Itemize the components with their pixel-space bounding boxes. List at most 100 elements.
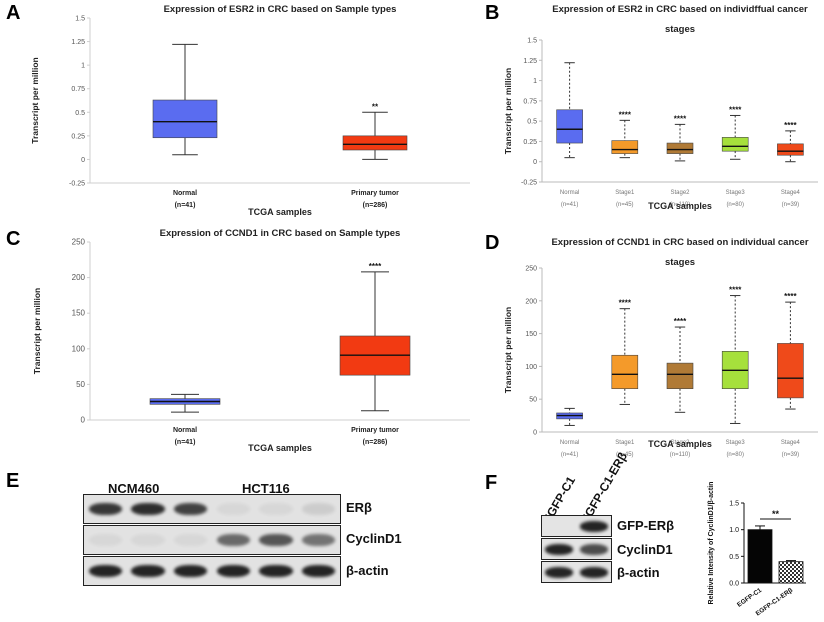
significance-mark: **** xyxy=(784,292,797,301)
y-tick-label: 0.75 xyxy=(71,86,85,93)
x-category-label: Normal xyxy=(173,190,197,197)
x-category-label: Stage4 xyxy=(781,440,801,446)
panel-label-d: D xyxy=(485,232,500,254)
bar-1 xyxy=(747,529,773,584)
box-iqr xyxy=(666,142,694,154)
blot-band xyxy=(174,533,208,547)
blot-band xyxy=(259,564,293,578)
box-iqr xyxy=(611,140,639,154)
blot-e-label-cyclind1: CyclinD1 xyxy=(346,531,402,546)
blot-e-row-cyclind1 xyxy=(83,525,341,555)
box-iqr xyxy=(556,109,583,144)
blot-e-label-erbeta: ERβ xyxy=(346,500,372,515)
bar-2 xyxy=(778,561,804,584)
chart-b-x-label: TCGA samples xyxy=(648,201,712,211)
blot-band xyxy=(259,502,293,516)
blot-e-row-beta-actin xyxy=(83,556,341,586)
y-tick-label: 50 xyxy=(529,397,537,404)
blot-f-row-beta-actin xyxy=(541,561,612,583)
x-category-label: Stage2 xyxy=(670,440,690,446)
blot-band xyxy=(302,533,336,547)
y-tick-label: 100 xyxy=(525,364,537,371)
box-iqr xyxy=(777,143,804,156)
chart-b-y-label: Transcript per million xyxy=(503,68,513,154)
x-count-label: (n=286) xyxy=(363,439,388,446)
box-iqr xyxy=(152,99,218,139)
chart-f-y-label: Relative Intensity of CyclinD1/β-actin xyxy=(708,482,715,605)
blot-band xyxy=(174,502,208,516)
significance-mark: **** xyxy=(619,299,632,308)
x-category-label: Stage3 xyxy=(726,190,746,196)
panel-label-f: F xyxy=(485,472,498,494)
x-count-label: (n=41) xyxy=(175,202,196,209)
panel-label-c: C xyxy=(6,228,21,250)
y-tick-label: 0.0 xyxy=(729,581,739,588)
y-tick-label: 250 xyxy=(72,238,86,247)
y-tick-label: 1 xyxy=(533,78,537,85)
chart-d-title-line2: stages xyxy=(665,257,695,268)
blot-f-row-cyclind1 xyxy=(541,538,612,560)
significance-mark: ** xyxy=(772,509,780,519)
blot-band xyxy=(131,564,165,578)
y-tick-label: 0.75 xyxy=(523,98,537,105)
x-category-label: Normal xyxy=(560,190,579,196)
y-tick-label: 250 xyxy=(525,266,537,273)
blot-band xyxy=(259,533,293,547)
chart-b-title-line2: stages xyxy=(665,24,695,35)
blot-band xyxy=(131,502,165,516)
x-count-label: (n=286) xyxy=(363,202,388,209)
y-tick-label: 0 xyxy=(533,159,537,166)
y-tick-label: 1.5 xyxy=(729,501,739,508)
box-iqr xyxy=(777,343,804,399)
x-count-label: (n=110) xyxy=(670,452,690,458)
y-tick-label: 0.5 xyxy=(527,119,537,126)
y-tick-label: 1.5 xyxy=(527,38,537,45)
y-tick-label: 0 xyxy=(533,430,537,437)
blot-e-row-erbeta xyxy=(83,494,341,524)
x-count-label: (n=41) xyxy=(175,439,196,446)
blot-band xyxy=(302,502,336,516)
significance-mark: **** xyxy=(369,262,382,271)
blot-band xyxy=(579,543,608,555)
y-tick-label: 150 xyxy=(72,309,86,318)
blot-band xyxy=(579,520,608,532)
chart-d-y-label: Transcript per million xyxy=(503,307,513,393)
y-tick-label: 0.25 xyxy=(71,133,85,140)
blot-band xyxy=(545,543,574,555)
x-count-label: (n=110) xyxy=(670,202,690,208)
y-tick-label: 0.25 xyxy=(523,139,537,146)
significance-mark: **** xyxy=(784,121,797,130)
chart-c-title: Expression of CCND1 in CRC based on Samp… xyxy=(160,228,401,239)
blot-band xyxy=(579,566,608,578)
x-category-label: Stage3 xyxy=(726,440,746,446)
x-count-label: (n=41) xyxy=(561,452,579,458)
blot-band xyxy=(216,502,250,516)
blot-f-label-beta-actin: β-actin xyxy=(617,565,660,580)
blot-band xyxy=(216,564,250,578)
blot-f-row-gfp-erbeta xyxy=(541,515,612,537)
y-tick-label: 200 xyxy=(72,273,86,282)
y-tick-label: 0 xyxy=(81,416,86,425)
y-tick-label: 1.0 xyxy=(729,527,739,534)
x-category-label: Stage1 xyxy=(615,190,635,196)
blot-band xyxy=(88,533,122,547)
chart-a-title: Expression of ESR2 in CRC based on Sampl… xyxy=(164,4,397,15)
box-iqr xyxy=(666,362,694,390)
chart-a-y-label: Transcript per million xyxy=(30,57,40,143)
x-category-label: Primary tumor xyxy=(351,427,399,434)
x-count-label: (n=45) xyxy=(616,202,634,208)
blot-band xyxy=(88,564,122,578)
chart-d-x-label: TCGA samples xyxy=(648,439,712,449)
y-tick-label: 1.25 xyxy=(71,39,85,46)
x-category-label: Stage1 xyxy=(615,440,635,446)
blot-band xyxy=(174,564,208,578)
blot-band xyxy=(88,502,122,516)
x-category-label: Stage2 xyxy=(670,190,690,196)
x-count-label: (n=41) xyxy=(561,202,579,208)
x-count-label: (n=45) xyxy=(616,452,634,458)
significance-mark: **** xyxy=(729,105,742,114)
